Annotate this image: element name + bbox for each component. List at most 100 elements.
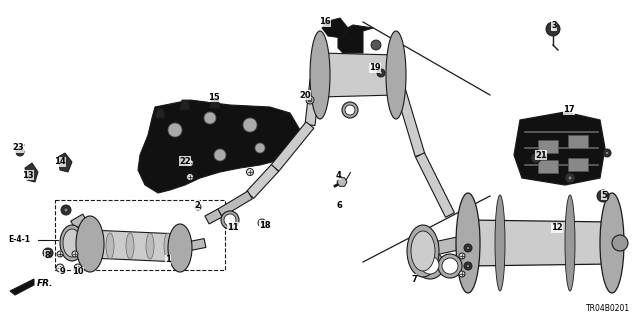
Ellipse shape <box>411 231 435 271</box>
Polygon shape <box>271 122 314 171</box>
Circle shape <box>459 271 465 277</box>
Polygon shape <box>246 165 278 198</box>
Bar <box>568 135 588 148</box>
Circle shape <box>72 251 78 257</box>
Text: 23: 23 <box>12 144 24 152</box>
Ellipse shape <box>106 233 114 259</box>
Circle shape <box>464 262 472 270</box>
Circle shape <box>550 26 556 32</box>
Circle shape <box>416 251 444 279</box>
Circle shape <box>168 123 182 137</box>
Text: 16: 16 <box>319 18 331 26</box>
Polygon shape <box>58 153 72 172</box>
Circle shape <box>467 264 470 268</box>
Circle shape <box>255 143 265 153</box>
Circle shape <box>214 149 226 161</box>
Circle shape <box>377 69 385 77</box>
Polygon shape <box>90 230 180 262</box>
Polygon shape <box>338 25 373 53</box>
Text: E-4-1: E-4-1 <box>8 235 30 244</box>
Circle shape <box>605 152 609 155</box>
Circle shape <box>534 156 538 160</box>
Bar <box>55 200 225 270</box>
Polygon shape <box>138 100 300 193</box>
Circle shape <box>421 256 439 274</box>
Circle shape <box>186 160 193 167</box>
Circle shape <box>597 190 609 202</box>
Text: 22: 22 <box>179 157 191 166</box>
Text: 13: 13 <box>22 170 34 180</box>
Ellipse shape <box>495 195 505 291</box>
Text: 17: 17 <box>563 106 575 115</box>
Ellipse shape <box>386 31 406 119</box>
Text: 11: 11 <box>227 222 239 232</box>
Polygon shape <box>205 209 222 224</box>
Circle shape <box>603 149 611 157</box>
Circle shape <box>61 205 71 215</box>
Circle shape <box>345 105 355 115</box>
Circle shape <box>568 176 572 180</box>
Circle shape <box>258 219 266 227</box>
Circle shape <box>459 253 465 259</box>
Circle shape <box>565 173 575 183</box>
Circle shape <box>57 251 63 257</box>
Ellipse shape <box>310 31 330 119</box>
Text: 8: 8 <box>44 250 50 259</box>
Circle shape <box>600 194 605 198</box>
Polygon shape <box>155 108 165 118</box>
Polygon shape <box>391 74 425 156</box>
Circle shape <box>186 174 193 181</box>
Circle shape <box>43 248 53 258</box>
Text: 5: 5 <box>601 190 607 199</box>
Polygon shape <box>10 279 34 295</box>
Text: 21: 21 <box>535 151 547 160</box>
Polygon shape <box>210 98 220 108</box>
Text: FR.: FR. <box>37 278 54 287</box>
Text: 14: 14 <box>54 158 66 167</box>
Circle shape <box>342 102 358 118</box>
Text: 2: 2 <box>194 201 200 210</box>
Circle shape <box>612 235 628 251</box>
Circle shape <box>243 118 257 132</box>
Text: 7: 7 <box>411 275 417 284</box>
Text: 10: 10 <box>72 268 84 277</box>
Ellipse shape <box>164 233 172 259</box>
Polygon shape <box>218 191 252 217</box>
Circle shape <box>467 246 470 249</box>
Circle shape <box>546 22 560 36</box>
Text: 18: 18 <box>259 220 271 229</box>
Polygon shape <box>81 217 95 245</box>
Polygon shape <box>422 237 461 257</box>
Ellipse shape <box>60 225 84 261</box>
Circle shape <box>531 153 541 163</box>
Polygon shape <box>468 220 612 266</box>
Polygon shape <box>322 18 348 38</box>
Ellipse shape <box>565 195 575 291</box>
Polygon shape <box>320 53 396 97</box>
Polygon shape <box>179 239 206 252</box>
Text: 3: 3 <box>551 21 557 31</box>
Circle shape <box>16 148 24 156</box>
Circle shape <box>442 258 458 274</box>
Ellipse shape <box>76 216 104 272</box>
Ellipse shape <box>126 233 134 259</box>
Text: 20: 20 <box>299 91 311 100</box>
Circle shape <box>306 96 314 104</box>
Circle shape <box>56 264 64 272</box>
Text: 19: 19 <box>369 63 381 72</box>
Polygon shape <box>337 178 347 186</box>
Text: 4: 4 <box>335 170 341 180</box>
Circle shape <box>195 204 201 210</box>
Circle shape <box>464 244 472 252</box>
Text: 1: 1 <box>165 256 171 264</box>
Polygon shape <box>514 112 605 185</box>
Polygon shape <box>415 153 454 217</box>
Text: 12: 12 <box>551 224 563 233</box>
Circle shape <box>308 98 312 102</box>
Circle shape <box>64 208 68 212</box>
Ellipse shape <box>407 225 439 277</box>
Polygon shape <box>71 214 87 229</box>
Ellipse shape <box>168 224 192 272</box>
Bar <box>538 160 558 173</box>
Circle shape <box>380 71 383 75</box>
